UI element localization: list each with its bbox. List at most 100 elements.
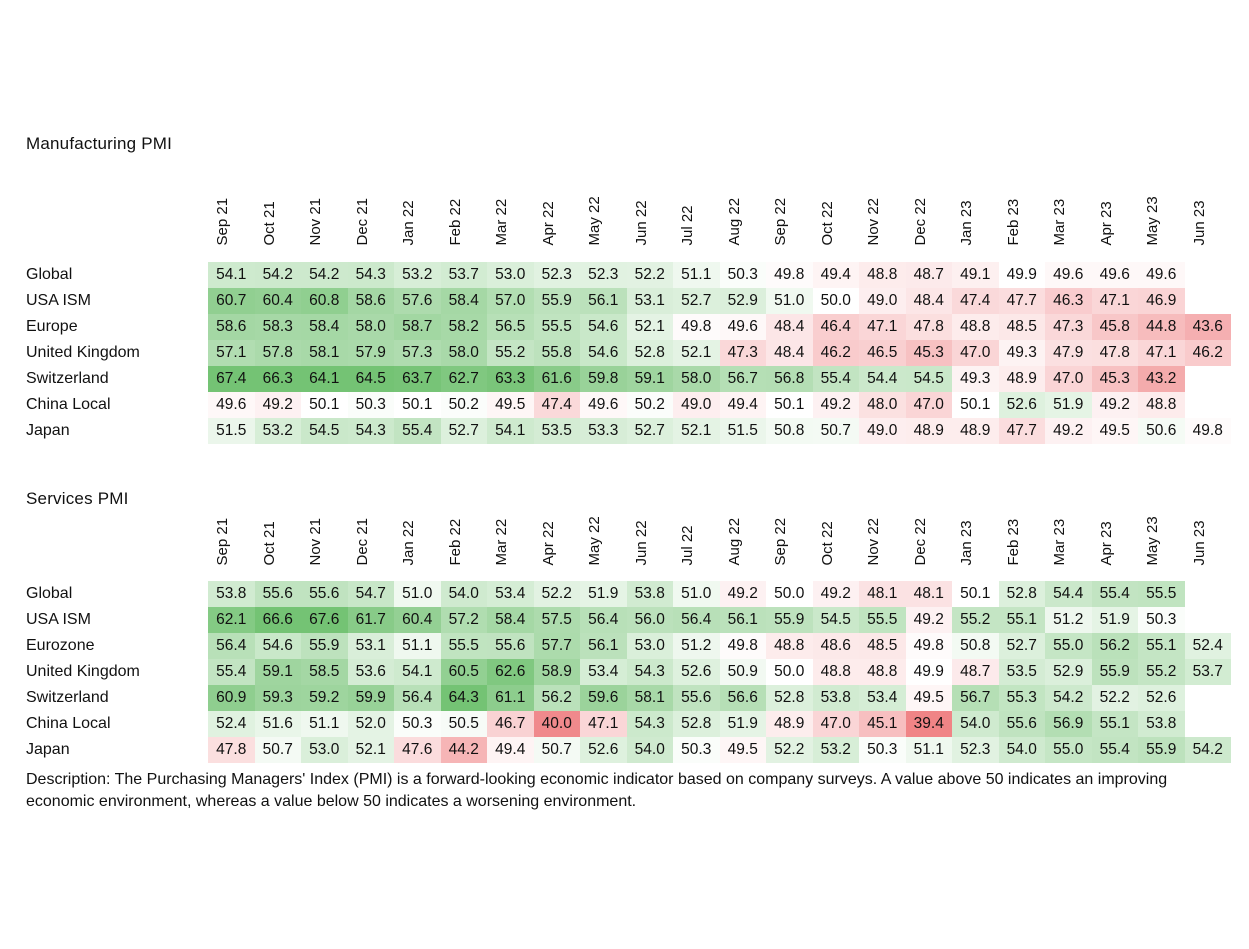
heatmap-cell: 58.0 [673, 366, 720, 392]
heatmap-cell: 49.1 [952, 262, 999, 288]
heatmap-cell: 53.7 [1184, 659, 1231, 685]
month-header: Mar 22 [487, 488, 534, 578]
heatmap-cell: 54.1 [208, 262, 255, 288]
heatmap-cell: 54.2 [1184, 737, 1231, 763]
heatmap-cell: 48.5 [998, 314, 1045, 340]
heatmap-cell: 50.3 [348, 392, 395, 418]
row-label: Japan [26, 422, 70, 439]
heatmap-cell: 54.5 [905, 366, 952, 392]
heatmap-cell: 50.5 [440, 711, 487, 737]
heatmap-cell: 49.8 [766, 262, 813, 288]
heatmap-cell: 49.0 [859, 288, 906, 314]
tick-label: Dec 22 [911, 517, 929, 566]
month-header: Apr 22 [534, 168, 581, 258]
month-header: Dec 22 [906, 488, 953, 578]
heatmap-cell: 66.6 [254, 607, 301, 633]
heatmap-cell: 54.2 [1045, 685, 1092, 711]
heatmap-cell: 55.9 [1091, 659, 1138, 685]
row-label: USA ISM [26, 292, 91, 309]
heatmap-cell: 51.9 [580, 581, 627, 607]
heatmap-cell: 59.6 [580, 685, 627, 711]
services-pmi-title: Services PMI [26, 489, 129, 508]
heatmap-cell: 47.1 [859, 314, 906, 340]
heatmap-cell: 47.7 [998, 418, 1045, 444]
heatmap-cell: 50.9 [719, 659, 766, 685]
heatmap-cell: 48.4 [766, 340, 813, 366]
tick-label: May 23 [1144, 516, 1162, 566]
heatmap-cell: 63.7 [394, 366, 441, 392]
heatmap-cell: 48.1 [905, 581, 952, 607]
heatmap-cell: 49.0 [859, 418, 906, 444]
heatmap-cell: 49.2 [1045, 418, 1092, 444]
month-header: Apr 23 [1092, 168, 1139, 258]
heatmap-cell: 43.2 [1138, 366, 1185, 392]
tick-label: Jan 23 [958, 200, 976, 246]
tick-label: Sep 22 [772, 517, 790, 566]
month-header: Oct 21 [255, 168, 302, 258]
heatmap-cell: 48.8 [859, 659, 906, 685]
heatmap-cell: 49.8 [1185, 418, 1232, 444]
tick-label: Sep 21 [214, 197, 232, 246]
heatmap-cell: 48.7 [952, 659, 999, 685]
heatmap-cell: 53.4 [580, 659, 627, 685]
heatmap-cell: 51.9 [1045, 392, 1092, 418]
heatmap-cell: 58.1 [626, 685, 673, 711]
heatmap-cell: 50.2 [627, 392, 674, 418]
heatmap-cell: 49.2 [719, 581, 766, 607]
month-header: Mar 23 [1045, 168, 1092, 258]
tick-label: Apr 22 [539, 521, 557, 566]
heatmap-cell: 51.0 [673, 581, 720, 607]
heatmap-cell: 58.4 [301, 314, 348, 340]
heatmap-cell: 48.8 [952, 314, 999, 340]
heatmap-cell: 48.8 [1138, 392, 1185, 418]
heatmap-cell: 55.4 [1091, 581, 1138, 607]
heatmap-cell: 50.8 [952, 633, 999, 659]
heatmap-cell: 47.0 [952, 340, 999, 366]
heatmap-cell: 50.3 [673, 737, 720, 763]
heatmap-cell: 67.4 [208, 366, 255, 392]
heatmap-cell: 59.3 [254, 685, 301, 711]
heatmap-cell: 47.4 [952, 288, 999, 314]
tick-label: Jun 23 [1190, 200, 1208, 246]
heatmap-cell: 57.7 [533, 633, 580, 659]
heatmap-cell: 50.1 [960, 585, 991, 602]
month-header: Dec 21 [348, 168, 395, 258]
heatmap-cell: 50.7 [533, 737, 580, 763]
heatmap-cell: 50.1 [960, 396, 991, 413]
heatmap-cell: 56.4 [394, 685, 441, 711]
heatmap-cell: 50.7 [254, 737, 301, 763]
tick-label: Apr 23 [1097, 521, 1115, 566]
heatmap-cell: 55.4 [1091, 737, 1138, 763]
heatmap-cell: 53.0 [301, 737, 348, 763]
heatmap-cell: 57.1 [208, 340, 255, 366]
heatmap-cell: 50.7 [812, 418, 859, 444]
heatmap-cell: 46.5 [859, 340, 906, 366]
heatmap-cell: 48.6 [812, 633, 859, 659]
heatmap-cell: 51.5 [208, 418, 255, 444]
month-header: Aug 22 [720, 168, 767, 258]
heatmap-cell: 56.2 [533, 685, 580, 711]
month-header: Oct 22 [813, 488, 860, 578]
month-header: May 23 [1138, 168, 1185, 258]
heatmap-cell: 55.9 [1138, 737, 1185, 763]
heatmap-cell: 40.0 [533, 711, 580, 737]
heatmap-cell: 54.0 [626, 737, 673, 763]
month-header: Nov 22 [859, 168, 906, 258]
heatmap-cell: 51.6 [254, 711, 301, 737]
heatmap-cell: 50.0 [820, 292, 851, 309]
month-header: May 22 [580, 488, 627, 578]
heatmap-cell: 55.6 [254, 581, 301, 607]
heatmap-cell: 47.8 [1091, 340, 1138, 366]
heatmap-cell: 51.1 [301, 711, 348, 737]
heatmap-cell: 47.3 [719, 340, 766, 366]
heatmap-cell: 54.3 [626, 711, 673, 737]
heatmap-cell: 49.2 [812, 392, 859, 418]
heatmap-cell: 52.6 [998, 392, 1045, 418]
heatmap-cell: 54.2 [254, 262, 301, 288]
tick-label: Sep 22 [772, 197, 790, 246]
heatmap-cell: 55.2 [487, 340, 534, 366]
heatmap-cell: 47.3 [1045, 314, 1092, 340]
heatmap-cell: 48.8 [812, 659, 859, 685]
heatmap-cell: 52.3 [533, 262, 580, 288]
description-text: Description: The Purchasing Managers' In… [26, 771, 1168, 810]
